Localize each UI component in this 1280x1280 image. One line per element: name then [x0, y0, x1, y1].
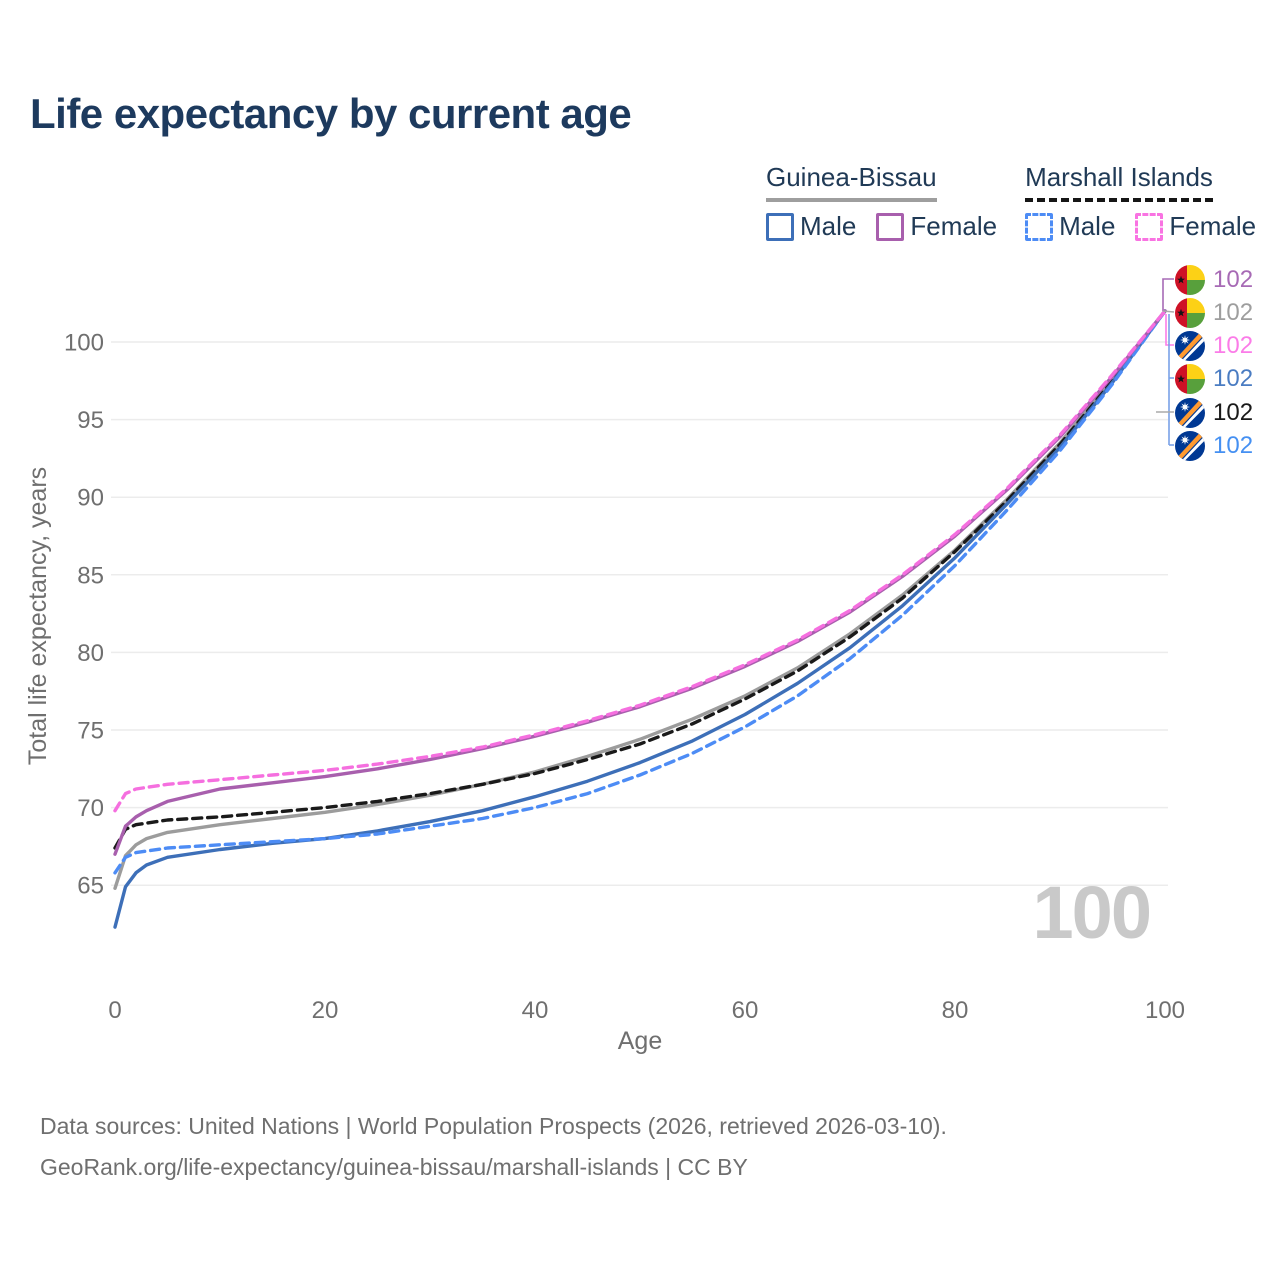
legend-country-guinea-bissau[interactable]: Guinea-Bissau	[766, 162, 937, 202]
y-tick-85: 85	[77, 562, 104, 589]
series-line-3	[113, 309, 1167, 875]
legend-group-guinea-bissau: Guinea-Bissau Male Female	[766, 162, 997, 242]
y-axis-title: Total life expectancy, years	[24, 467, 52, 765]
series-line-1	[113, 309, 1167, 850]
chart-canvas: Age Total life expectancy, years 65 70 75 8…	[24, 278, 1185, 1055]
legend-swatch-mh-male[interactable]	[1025, 212, 1054, 241]
x-tick-60: 60	[732, 997, 759, 1024]
series-line-2	[113, 309, 1167, 929]
legend-group-marshall-islands: Marshall Islands Male Female	[1025, 162, 1256, 242]
series-line-0	[113, 309, 1167, 890]
legend-row-guinea-bissau: Male Female	[766, 211, 997, 242]
x-tick-100: 100	[1145, 997, 1185, 1024]
end-label-gw-male: 102	[1175, 363, 1253, 394]
legend-country-marshall-islands[interactable]: Marshall Islands	[1025, 162, 1213, 202]
series-line-5	[113, 309, 1167, 813]
legend-label-mh-female[interactable]: Female	[1169, 211, 1257, 241]
marshall-islands-flag-icon	[1175, 330, 1205, 361]
legend-row-marshall-islands: Male Female	[1025, 211, 1256, 242]
end-label-connector-0	[1162, 278, 1174, 311]
y-tick-70: 70	[77, 795, 104, 822]
y-tick-100: 100	[64, 330, 104, 357]
end-value: 102	[1213, 331, 1254, 359]
age-frame-watermark: 100	[1032, 871, 1152, 954]
legend-label-gw-female[interactable]: Female	[910, 211, 998, 241]
legend-label-mh-male[interactable]: Male	[1059, 211, 1116, 241]
end-label-mh-female: 102	[1175, 330, 1253, 361]
x-tick-80: 80	[942, 997, 969, 1024]
footer-data-sources: Data sources: United Nations | World Pop…	[40, 1113, 947, 1139]
x-axis-title: Age	[618, 1027, 662, 1055]
end-label-gw-total: 102	[1175, 297, 1253, 328]
marshall-islands-flag-icon	[1175, 397, 1205, 428]
end-value: 102	[1213, 398, 1254, 426]
legend-swatch-mh-female[interactable]	[1135, 212, 1164, 241]
footer-attribution: GeoRank.org/life-expectancy/guinea-bissa…	[40, 1154, 748, 1180]
end-label-connector-1	[1162, 310, 1175, 313]
end-value: 102	[1213, 298, 1254, 326]
end-label-mh-male: 102	[1175, 430, 1253, 461]
x-tick-20: 20	[312, 997, 339, 1024]
legend-swatch-gw-female[interactable]	[876, 212, 905, 241]
end-value: 102	[1213, 265, 1254, 293]
y-tick-75: 75	[77, 718, 104, 745]
y-tick-95: 95	[77, 407, 104, 434]
series-line-4	[113, 309, 1167, 856]
end-label-mh-total: 102	[1175, 397, 1253, 428]
legend: Guinea-Bissau Male Female Marshall Islan…	[766, 162, 1256, 242]
end-value: 102	[1213, 431, 1254, 459]
end-label-gw-female: 102	[1175, 264, 1253, 295]
marshall-islands-flag-icon	[1175, 430, 1205, 461]
y-tick-90: 90	[77, 485, 104, 512]
legend-label-gw-male[interactable]: Male	[800, 211, 857, 241]
y-tick-65: 65	[77, 873, 104, 900]
x-tick-40: 40	[522, 997, 549, 1024]
end-label-connector-2	[1165, 314, 1174, 346]
end-value: 102	[1213, 364, 1254, 392]
guinea-bissau-flag-icon	[1175, 264, 1205, 295]
guinea-bissau-flag-icon	[1175, 363, 1205, 394]
footer: Data sources: United Nations | World Pop…	[40, 1106, 947, 1188]
legend-swatch-gw-male[interactable]	[766, 212, 794, 241]
y-tick-80: 80	[77, 640, 104, 667]
x-tick-0: 0	[108, 997, 121, 1024]
page-title: Life expectancy by current age	[30, 90, 632, 137]
guinea-bissau-flag-icon	[1175, 297, 1205, 328]
